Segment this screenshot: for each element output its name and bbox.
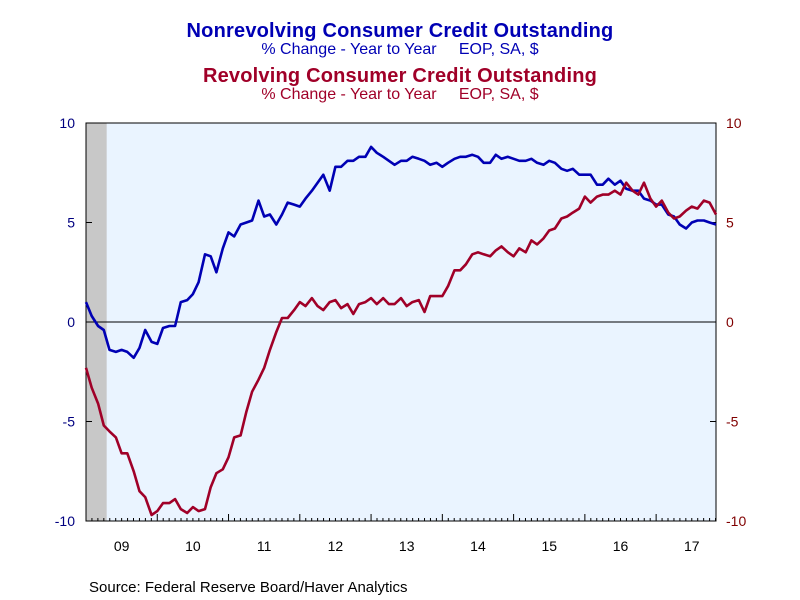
x-tick-label: 12	[328, 538, 344, 554]
x-tick-label: 11	[257, 538, 272, 554]
right-y-tick-label: -10	[726, 513, 746, 529]
left-y-tick-label: 0	[67, 314, 75, 330]
x-tick-label: 14	[470, 538, 486, 554]
chart-title-nonrevolving: Nonrevolving Consumer Credit Outstanding	[186, 20, 614, 42]
source-note: Source: Federal Reserve Board/Haver Anal…	[89, 579, 408, 596]
x-tick-label: 10	[185, 538, 201, 554]
left-y-tick-label: 10	[59, 115, 75, 131]
left-y-tick-label: 5	[67, 215, 75, 231]
chart-subtitle-nonrevolving: % Change - Year to Year EOP, SA, $	[261, 41, 539, 58]
series-line-nonrevolving	[84, 145, 717, 360]
chart-title-revolving: Revolving Consumer Credit Outstanding	[202, 65, 598, 87]
x-tick-label: 17	[684, 538, 700, 554]
right-y-tick-label: 10	[726, 115, 742, 131]
right-y-tick-label: -5	[726, 414, 739, 430]
left-y-tick-label: -5	[63, 414, 76, 430]
left-y-tick-label: -10	[55, 513, 75, 529]
series-line-revolving	[84, 181, 718, 517]
x-tick-label: 15	[541, 538, 557, 554]
right-y-tick-label: 5	[726, 215, 734, 231]
chart-subtitle-revolving: % Change - Year to Year EOP, SA, $	[261, 86, 539, 103]
x-tick-label: 13	[399, 538, 415, 554]
x-tick-label: 16	[613, 538, 629, 554]
right-y-tick-label: 0	[726, 314, 734, 330]
x-tick-label: 09	[114, 538, 130, 554]
